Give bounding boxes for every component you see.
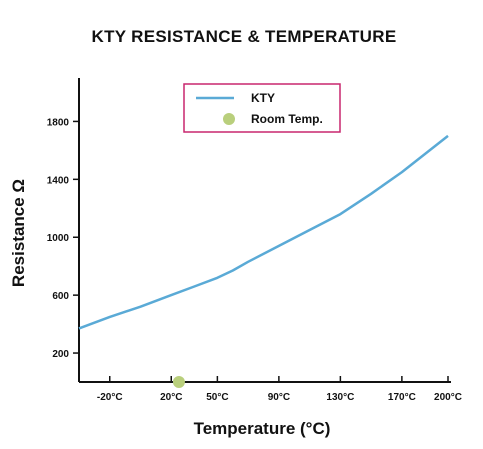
- legend-kty-label: KTY: [251, 91, 275, 105]
- legend-room-temp-label: Room Temp.: [251, 112, 323, 126]
- legend-box: [183, 83, 341, 133]
- x-tick-label: -20°C: [97, 392, 123, 403]
- x-tick-label: 90°C: [268, 392, 290, 403]
- x-tick-label: 20°C: [160, 392, 182, 403]
- series-room-temp-point: [172, 376, 185, 388]
- y-tick-label: 600: [52, 291, 69, 302]
- x-axis-title: Temperature (°C): [194, 419, 331, 438]
- y-tick-label: 200: [52, 349, 69, 360]
- y-tick-label: 1000: [47, 233, 70, 244]
- x-tick-label: 200°C: [434, 392, 462, 403]
- chart-title: KTY RESISTANCE & TEMPERATURE: [92, 27, 397, 46]
- y-axis-title: Resistance Ω: [9, 179, 28, 287]
- y-tick-label: 1400: [47, 175, 70, 186]
- y-tick-label: 1800: [47, 117, 70, 128]
- y-axis-ticks: 200 600 1000 1400 1800: [47, 117, 79, 360]
- legend: KTY Room Temp.: [183, 83, 341, 133]
- series-kty-line: [78, 134, 449, 330]
- x-tick-label: 170°C: [388, 392, 416, 403]
- x-tick-label: 50°C: [206, 392, 228, 403]
- legend-room-temp-swatch: [223, 113, 235, 125]
- x-axis-ticks: -20°C 20°C 50°C 90°C 130°C 170°C 200°C: [97, 376, 462, 403]
- x-tick-label: 130°C: [326, 392, 354, 403]
